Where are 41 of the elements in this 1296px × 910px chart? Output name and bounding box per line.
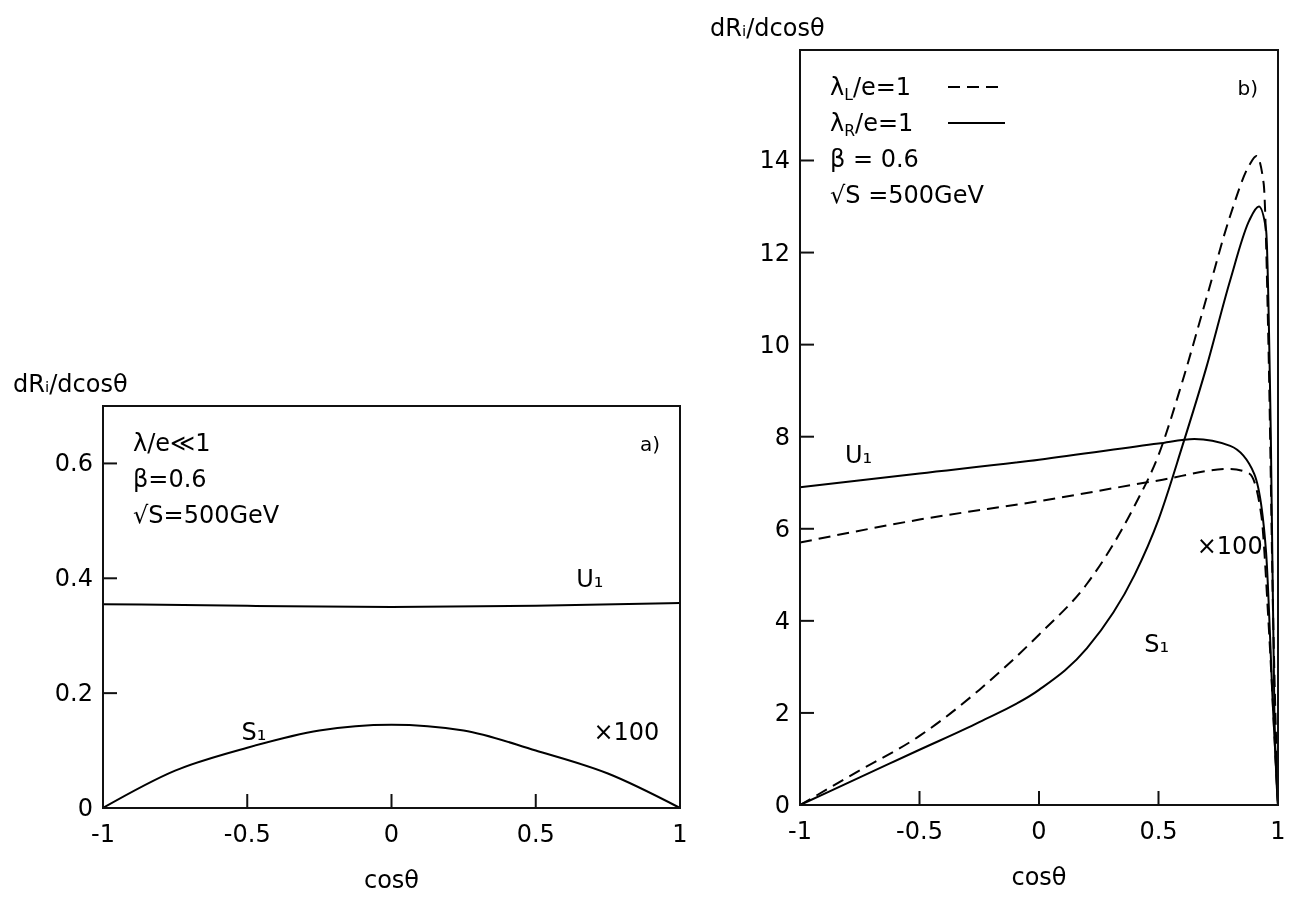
- y-tick-label: 8: [774, 422, 790, 451]
- x-tick-label: -1: [788, 817, 812, 845]
- x-tick-label: 0.5: [1139, 817, 1178, 845]
- x-tick-label: -0.5: [223, 820, 271, 848]
- legend-label: λ$_{R}$/e=1: [830, 109, 914, 140]
- y-tick-label: 0.2: [54, 679, 93, 708]
- x-axis-title: cosθ: [1011, 863, 1067, 891]
- y-tick-label: 0.6: [54, 449, 93, 478]
- annotation: ×100: [593, 717, 660, 746]
- y-tick-label: 0: [774, 791, 790, 819]
- x-tick-label: 0: [383, 820, 400, 848]
- x-tick-label: 0: [1031, 817, 1047, 845]
- annotation: U₁: [844, 440, 873, 469]
- x-tick-label: 1: [672, 820, 688, 848]
- y-tick-label: 12: [759, 238, 790, 267]
- text: b): [1237, 76, 1258, 100]
- y-axis-title: dRᵢ/dcosθ: [710, 14, 825, 42]
- legend-label: λ$_{L}$/e=1: [830, 73, 912, 104]
- annotation: ×100: [1196, 532, 1263, 561]
- x-axis-title: cosθ: [363, 866, 420, 894]
- annotation: √S=500GeV: [133, 501, 280, 529]
- y-tick-label: 4: [774, 606, 790, 635]
- y-tick-label: 2: [774, 698, 790, 727]
- x-tick-label: 0.5: [516, 820, 555, 848]
- y-tick-label: 0: [77, 794, 93, 822]
- annotation: U₁: [576, 564, 604, 593]
- annotation: β = 0.6: [830, 145, 919, 173]
- annotation: S₁: [241, 717, 267, 746]
- y-tick-label: 0.4: [54, 564, 93, 593]
- y-tick-label: 6: [774, 514, 790, 543]
- y-tick-label: 10: [759, 330, 790, 359]
- x-tick-label: -1: [91, 820, 115, 848]
- annotation: λ/e≪1: [133, 429, 211, 457]
- annotation: S₁: [1144, 629, 1170, 658]
- annotation: √S =500GeV: [830, 181, 985, 209]
- x-tick-label: 1: [1270, 817, 1286, 845]
- annotation: β=0.6: [133, 465, 207, 493]
- y-axis-title: dRᵢ/dcosθ: [13, 370, 128, 398]
- y-tick-label: 14: [759, 146, 790, 175]
- x-tick-label: -0.5: [896, 817, 943, 845]
- text: a): [639, 432, 660, 456]
